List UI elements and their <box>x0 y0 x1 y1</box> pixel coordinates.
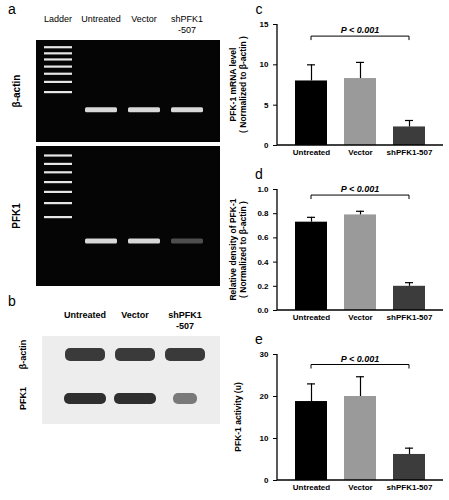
svg-text:0.0: 0.0 <box>257 306 269 315</box>
svg-text:Vector: Vector <box>131 14 157 24</box>
svg-text:β-actin: β-actin <box>18 340 28 370</box>
svg-text:e: e <box>255 331 263 347</box>
svg-text:20: 20 <box>260 392 269 401</box>
svg-text:shPFK1-507: shPFK1-507 <box>387 483 433 492</box>
svg-text:Vector: Vector <box>121 310 149 320</box>
svg-text:shPFK1-507: shPFK1-507 <box>387 313 433 322</box>
svg-text:PFK-1 activity (u): PFK-1 activity (u) <box>233 382 243 452</box>
svg-text:Untreated: Untreated <box>293 483 330 492</box>
svg-text:10: 10 <box>260 434 269 443</box>
svg-text:PFK1: PFK1 <box>11 203 22 229</box>
svg-text:Relative density of PFK-1: Relative density of PFK-1 <box>228 198 238 300</box>
svg-text:P < 0.001: P < 0.001 <box>341 354 379 364</box>
svg-text:Vector: Vector <box>348 313 372 322</box>
svg-text:Untreated: Untreated <box>81 14 121 24</box>
svg-text:0.4: 0.4 <box>257 258 269 267</box>
svg-text:-507: -507 <box>178 25 196 35</box>
svg-text:shPFK1-507: shPFK1-507 <box>387 148 433 157</box>
svg-text:5: 5 <box>264 101 269 110</box>
svg-text:PFK1: PFK1 <box>18 387 28 410</box>
svg-text:Untreated: Untreated <box>64 310 106 320</box>
svg-text:( Normalized to β-actin ): ( Normalized to β-actin ) <box>238 36 248 133</box>
svg-text:shPFK1: shPFK1 <box>168 310 202 320</box>
svg-text:0.6: 0.6 <box>257 233 269 242</box>
svg-text:0.8: 0.8 <box>257 209 269 218</box>
svg-text:Untreated: Untreated <box>293 313 330 322</box>
svg-text:0: 0 <box>264 476 269 485</box>
svg-text:Vector: Vector <box>348 148 372 157</box>
svg-text:PFK-1 mRNA level: PFK-1 mRNA level <box>228 48 238 122</box>
svg-text:Ladder: Ladder <box>44 14 72 24</box>
svg-text:P < 0.001: P < 0.001 <box>341 25 379 35</box>
svg-text:30: 30 <box>260 350 269 359</box>
svg-text:10: 10 <box>260 60 269 69</box>
svg-text:Vector: Vector <box>348 483 372 492</box>
svg-text:( Normalized to β-actin ): ( Normalized to β-actin ) <box>238 201 248 298</box>
svg-text:0: 0 <box>264 141 269 150</box>
svg-text:a: a <box>8 1 16 17</box>
svg-text:-507: -507 <box>176 321 194 331</box>
svg-text:shPFK1: shPFK1 <box>171 14 203 24</box>
svg-text:β-actin: β-actin <box>11 75 22 108</box>
svg-text:Untreated: Untreated <box>293 148 330 157</box>
svg-text:b: b <box>8 293 16 309</box>
svg-text:15: 15 <box>260 20 269 29</box>
svg-text:0.2: 0.2 <box>257 282 269 291</box>
svg-text:d: d <box>255 166 263 182</box>
svg-text:P < 0.001: P < 0.001 <box>341 184 379 194</box>
svg-text:1.0: 1.0 <box>257 185 269 194</box>
svg-text:c: c <box>256 1 263 17</box>
